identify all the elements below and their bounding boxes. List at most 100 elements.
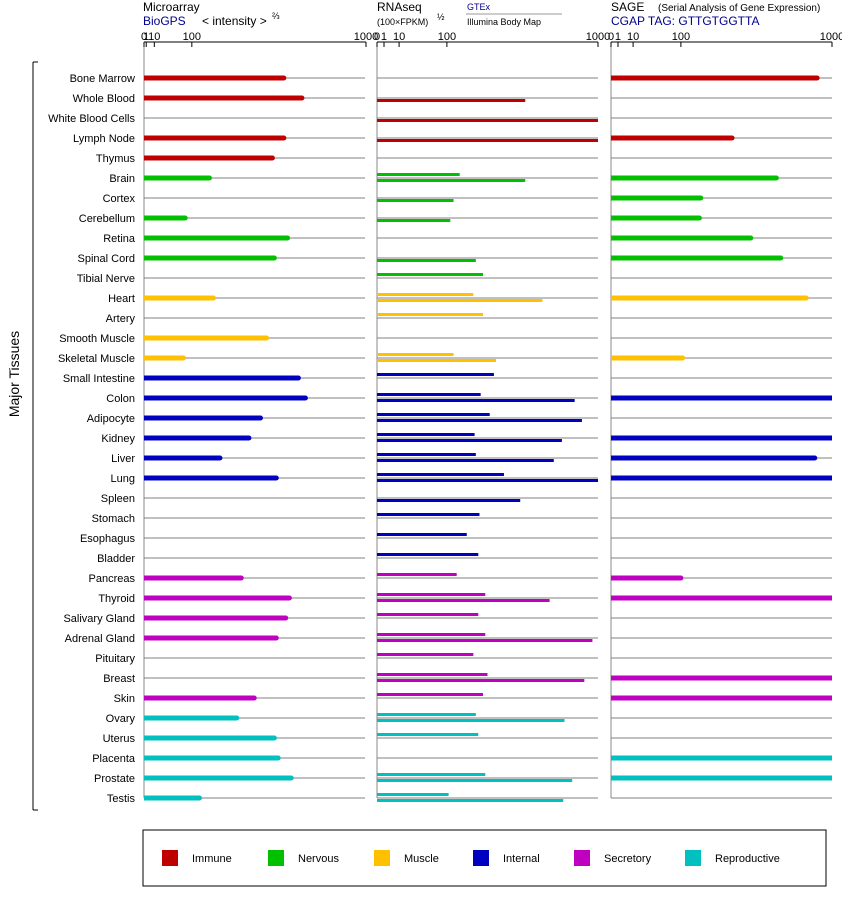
- tissue-label: Colon: [106, 393, 135, 405]
- sage-bar-cap: [680, 355, 686, 361]
- gtex-bar: [377, 393, 481, 396]
- sage-bar-cap: [773, 175, 779, 181]
- gtex-bar: [377, 593, 486, 596]
- microarray-bar-cap: [264, 335, 270, 341]
- illumina-bar: [377, 399, 575, 402]
- legend-swatch: [374, 850, 390, 866]
- microarray-bar-cap: [206, 175, 212, 181]
- tissue-label: Testis: [107, 793, 136, 805]
- microarray-bar-cap: [180, 355, 186, 361]
- tissue-label: Placenta: [92, 753, 136, 765]
- microarray-bar-cap: [285, 235, 291, 241]
- illumina-bar: [377, 459, 554, 462]
- illumina-bar: [377, 259, 476, 262]
- illumina-bar: [377, 799, 564, 802]
- rnaseq-tick-label: 100: [438, 31, 456, 43]
- tissue-label: Retina: [103, 233, 136, 245]
- gtex-bar: [377, 473, 504, 476]
- microarray-bar-cap: [283, 615, 289, 621]
- gtex-bar: [377, 433, 475, 436]
- gtex-bar: [377, 733, 479, 736]
- sage-tick-label: 100: [672, 31, 690, 43]
- tissue-label: Liver: [111, 453, 135, 465]
- microarray-bar-cap: [273, 475, 279, 481]
- sage-bar-cap: [812, 455, 818, 461]
- tissue-label: Lung: [111, 473, 135, 485]
- microarray-bar-cap: [281, 75, 287, 81]
- microarray-bar-cap: [302, 395, 308, 401]
- microarray-tick-label: 100: [183, 31, 201, 43]
- gtex-bar: [377, 793, 449, 796]
- tissue-label: Small Intestine: [63, 373, 135, 385]
- legend-item: Muscle: [374, 850, 439, 866]
- microarray-scale-exp: ⅔: [272, 11, 280, 21]
- tissue-label: Uterus: [103, 733, 136, 745]
- gtex-bar: [377, 293, 474, 296]
- tissue-label: Bladder: [97, 553, 135, 565]
- microarray-bar-cap: [288, 775, 294, 781]
- microarray-tick-label: 1: [143, 31, 149, 43]
- legend: Immune Nervous Muscle Internal Secretory Repr…: [162, 850, 780, 866]
- sage-bar-cap: [678, 575, 684, 581]
- microarray-bar-cap: [217, 455, 223, 461]
- illumina-bar: [377, 439, 562, 442]
- microarray-bar-cap: [238, 575, 244, 581]
- tissue-label: Cortex: [103, 193, 136, 205]
- sage-tick-label: 10: [627, 31, 639, 43]
- microarray-tick-label: 0: [141, 31, 147, 43]
- legend-item: Immune: [162, 850, 232, 866]
- gtex-bar: [377, 513, 480, 516]
- tissue-label: Ovary: [106, 713, 136, 725]
- tissue-label: Salivary Gland: [63, 613, 135, 625]
- gtex-bar: [377, 553, 479, 556]
- sage-title: SAGE: [611, 0, 644, 14]
- gtex-bar: [377, 633, 486, 636]
- microarray-bar-cap: [271, 255, 277, 261]
- gtex-bar: [377, 713, 476, 716]
- gtex-bar: [377, 173, 460, 176]
- tissue-bracket: [32, 61, 38, 811]
- microarray-bar-cap: [257, 415, 263, 421]
- tissue-label: Spinal Cord: [78, 253, 135, 265]
- gtex-bar: [377, 673, 488, 676]
- tissue-label: Skin: [114, 693, 135, 705]
- tissue-label: Pancreas: [89, 573, 136, 585]
- illumina-bar: [377, 599, 550, 602]
- sage-tick-label: 1: [615, 31, 621, 43]
- microarray-bar-cap: [197, 795, 202, 801]
- rnaseq-tick-label: 10: [393, 31, 405, 43]
- sage-bar-cap: [696, 215, 702, 221]
- tissue-label: Thyroid: [98, 593, 135, 605]
- microarray-bar-cap: [246, 435, 252, 441]
- microarray-source: BioGPS: [143, 14, 186, 28]
- illumina-bar: [377, 139, 598, 142]
- tissue-label: Whole Blood: [73, 93, 135, 105]
- illumina-bar: [377, 719, 565, 722]
- illumina-bar: [377, 499, 521, 502]
- illumina-bar: [377, 359, 497, 362]
- gtex-bar: [377, 653, 474, 656]
- microarray-bar-cap: [295, 375, 301, 381]
- legend-label: Nervous: [298, 853, 339, 865]
- illumina-label: Illumina Body Map: [467, 17, 541, 27]
- microarray-bar-cap: [281, 135, 287, 141]
- illumina-bar: [377, 179, 526, 182]
- illumina-bar: [377, 199, 454, 202]
- legend-label: Immune: [192, 853, 232, 865]
- legend-item: Internal: [473, 850, 540, 866]
- illumina-bar: [377, 99, 526, 102]
- tissue-label: Smooth Muscle: [59, 333, 135, 345]
- tissue-label: Cerebellum: [79, 213, 135, 225]
- rnaseq-title: RNAseq: [377, 0, 422, 14]
- microarray-tick-label: 1000: [354, 31, 378, 43]
- tissue-label: Esophagus: [80, 533, 136, 545]
- gtex-bar: [377, 273, 483, 276]
- legend-swatch: [574, 850, 590, 866]
- microarray-title: Microarray: [143, 0, 200, 14]
- illumina-bar: [377, 419, 582, 422]
- microarray-bar-cap: [210, 295, 216, 301]
- gtex-label: GTEx: [467, 2, 491, 12]
- microarray-tick-label: 10: [148, 31, 160, 43]
- sage-subtitle: (Serial Analysis of Gene Expression): [658, 3, 820, 14]
- legend-label: Secretory: [604, 853, 652, 865]
